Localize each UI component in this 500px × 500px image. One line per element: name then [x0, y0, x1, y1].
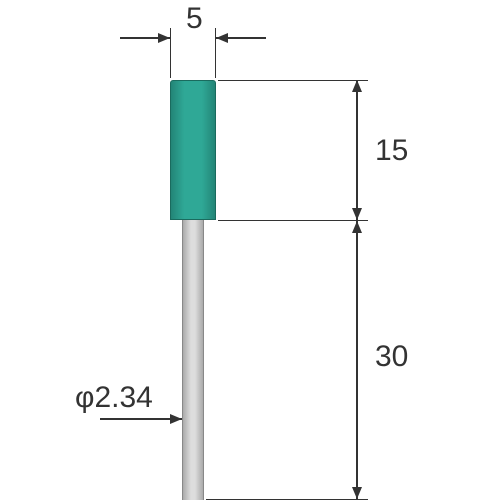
arrow-30-bottom [352, 487, 362, 499]
ext-line-head-top [218, 80, 368, 81]
shaft-length-label: 30 [375, 340, 408, 374]
arrow-30-top [352, 221, 362, 233]
ext-line-top-left [170, 28, 171, 78]
arrow-top-left [158, 33, 170, 43]
head-length-label: 15 [375, 134, 408, 168]
arrow-diameter [170, 414, 182, 424]
width-label: 5 [186, 2, 203, 36]
shaft-diameter-label: φ2.34 [75, 381, 153, 415]
dim-line-30 [356, 221, 358, 499]
cylinder-head [170, 80, 216, 220]
dim-line-15 [356, 80, 358, 220]
arrow-15-bottom [352, 208, 362, 220]
shaft [182, 220, 204, 500]
arrow-top-right [216, 33, 228, 43]
arrow-15-top [352, 80, 362, 92]
ext-line-head-bottom [218, 220, 368, 221]
technical-diagram: 5 15 30 φ2.34 [0, 0, 500, 500]
